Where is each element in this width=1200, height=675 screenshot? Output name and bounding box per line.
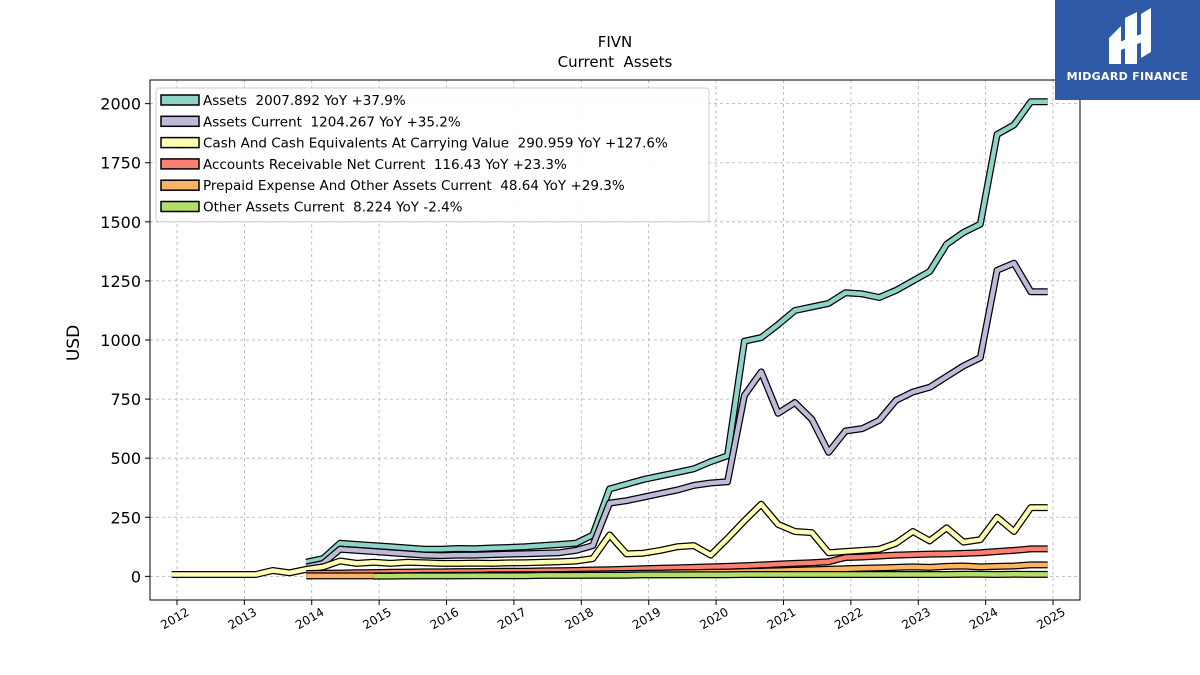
- x-tick-label: 2020: [697, 605, 730, 632]
- series-line: [305, 99, 1048, 565]
- legend-label: Assets 2007.892 YoY +37.9%: [203, 93, 406, 109]
- legend-label: Assets Current 1204.267 YoY +35.2%: [203, 114, 461, 130]
- y-axis-label: USD: [64, 325, 84, 361]
- legend-item: Cash And Cash Equivalents At Carrying Va…: [160, 136, 668, 152]
- legend-item: Assets Current 1204.267 YoY +35.2%: [160, 114, 461, 130]
- legend-box: [155, 87, 710, 223]
- x-tick-label: 2016: [428, 605, 461, 632]
- legend-label: Accounts Receivable Net Current 116.43 Y…: [203, 157, 567, 173]
- brand-logo: MIDGARD FINANCE: [1055, 0, 1200, 100]
- x-tick-label: 2017: [495, 605, 528, 632]
- series-layer: [171, 98, 1048, 580]
- legend-item: Accounts Receivable Net Current 116.43 Y…: [160, 157, 567, 173]
- series-line: [373, 571, 1048, 579]
- x-tick-label: 2013: [226, 605, 259, 632]
- chart-title: FIVN: [598, 33, 633, 51]
- legend: Assets 2007.892 YoY +37.9% Assets Current…: [155, 87, 710, 223]
- x-tick-label: 2025: [1034, 605, 1067, 632]
- logo-mark-icon: [1109, 8, 1151, 64]
- legend-swatch: [160, 115, 200, 128]
- legend-label: Prepaid Expense And Other Assets Current…: [203, 178, 625, 194]
- series-3: [171, 500, 1048, 578]
- x-tick-label: 2018: [563, 605, 596, 632]
- x-tick-label: 2021: [765, 605, 798, 632]
- legend-swatch: [160, 158, 200, 170]
- legend-swatch: [160, 136, 200, 149]
- legend-swatch: [160, 200, 200, 213]
- series-6: [373, 570, 1048, 580]
- series-line: [171, 502, 1048, 577]
- y-tick-label: 0: [131, 567, 141, 586]
- y-tick-label: 750: [110, 390, 141, 409]
- y-tick-label: 250: [110, 508, 141, 527]
- legend-item: Prepaid Expense And Other Assets Current…: [160, 178, 625, 194]
- legend-item: Assets 2007.892 YoY +37.9%: [160, 93, 406, 109]
- legend-label: Cash And Cash Equivalents At Carrying Va…: [203, 136, 668, 152]
- x-tick-label: 2012: [158, 605, 191, 632]
- series-line: [306, 546, 1048, 576]
- y-tick-label: 1250: [100, 272, 141, 291]
- y-tick-label: 500: [110, 449, 141, 468]
- x-tick-label: 2014: [293, 605, 326, 632]
- x-tick-label: 2019: [630, 605, 663, 632]
- x-tick-label: 2024: [967, 605, 1000, 632]
- x-tick-label: 2023: [900, 605, 933, 632]
- series-2: [305, 259, 1048, 571]
- legend-swatch: [160, 179, 200, 191]
- logo-brand-name: MIDGARD FINANCE: [1066, 70, 1189, 83]
- series-4: [306, 545, 1048, 577]
- x-axis-ticks: 2012 2013 2014 2015 2016 2017 2018 2019 2020 2021…: [158, 600, 1068, 632]
- y-tick-label: 2000: [100, 95, 141, 114]
- x-tick-label: 2022: [832, 605, 865, 632]
- series-1: [305, 98, 1048, 566]
- x-tick-label: 2015: [360, 605, 393, 632]
- series-line-outline: [305, 259, 1048, 571]
- chart-subtitle: Current Assets: [558, 53, 673, 71]
- series-line: [305, 260, 1048, 570]
- y-axis-ticks: 0 250 500 750 1000 1250 1500 1750 2000: [100, 95, 150, 586]
- legend-item: Other Assets Current 8.224 YoY -2.4%: [160, 200, 463, 216]
- y-tick-label: 1750: [100, 154, 141, 173]
- legend-swatch: [160, 94, 200, 106]
- y-tick-label: 1000: [100, 331, 141, 350]
- y-tick-label: 1500: [100, 213, 141, 232]
- legend-label: Other Assets Current 8.224 YoY -2.4%: [203, 200, 463, 216]
